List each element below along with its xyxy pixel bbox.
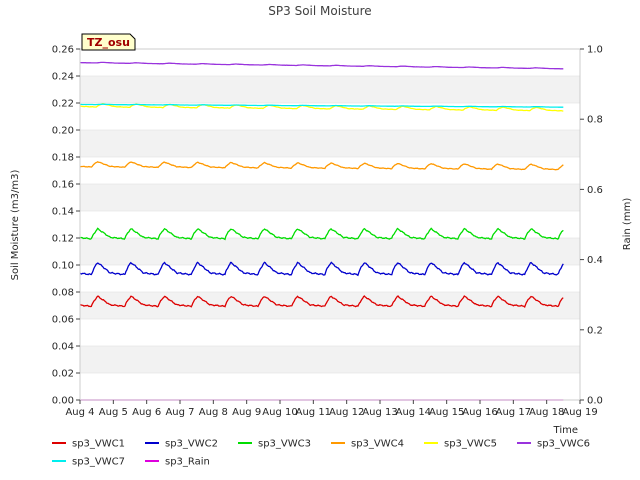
y2-axis-label: Rain (mm)	[622, 198, 633, 251]
grid-band	[80, 211, 580, 238]
y2-tick-label: 0.8	[587, 115, 603, 126]
y-tick-label: 0.22	[52, 99, 74, 110]
plot-frame	[79, 48, 581, 401]
left-axis: 0.00 0.02 0.04 0.06 0.08 0.10 0.12 0.14 0.16 0.18…	[52, 45, 80, 407]
series-line-sp3-vwc2	[79, 261, 564, 277]
chart-title: SP3 Soil Moisture	[268, 4, 371, 18]
y-tick-label: 0.24	[52, 72, 74, 83]
x-axis-label: Time	[553, 425, 578, 436]
series-line-sp3-vwc1	[79, 295, 564, 308]
x-tick-label: Aug 18	[529, 407, 564, 418]
grid-band	[80, 319, 580, 346]
y-tick-label: 0.08	[52, 288, 74, 299]
x-axis: Aug 4 Aug 5 Aug 6 Aug 7 Aug 8 Aug 9 Aug 10Aug …	[65, 400, 598, 418]
series-line-sp3-vwc4	[79, 161, 564, 171]
series-line-sp3-vwc3	[79, 227, 564, 241]
x-tick-label: Aug 13	[362, 407, 397, 418]
x-tick-label: Aug 16	[462, 407, 497, 418]
legend-label: sp3_Rain	[165, 457, 210, 468]
y-tick-label: 0.02	[52, 369, 74, 380]
legend-label: sp3_VWC3	[258, 439, 311, 450]
x-tick-label: Aug 7	[165, 407, 194, 418]
y2-tick-label: 0.2	[587, 325, 603, 336]
x-tick-label: Aug 19	[562, 407, 597, 418]
y-tick-label: 0.16	[52, 180, 74, 191]
grid-band	[80, 49, 580, 76]
x-tick-label: Aug 17	[496, 407, 531, 418]
series-line-sp3-vwc5	[79, 103, 564, 112]
y-tick-label: 0.26	[52, 45, 74, 56]
x-tick-label: Aug 10	[262, 407, 297, 418]
x-tick-label: Aug 14	[396, 407, 431, 418]
legend: sp3_VWC1 sp3_VWC2 sp3_VWC3 sp3_VWC4 sp3_VWC5…	[52, 439, 590, 468]
grid-bands	[80, 48, 580, 401]
y2-tick-label: 0.4	[587, 255, 603, 266]
y-tick-label: 0.00	[52, 396, 74, 407]
y-tick-label: 0.10	[52, 261, 74, 272]
grid-band	[80, 265, 580, 292]
legend-label: sp3_VWC6	[537, 439, 590, 450]
grid-band	[80, 238, 580, 265]
grid-band	[80, 373, 580, 400]
y-tick-label: 0.14	[52, 207, 74, 218]
x-tick-label: Aug 12	[329, 407, 364, 418]
series-line-sp3-vwc7	[80, 103, 564, 108]
x-tick-label: Aug 8	[199, 407, 228, 418]
grid-band	[80, 130, 580, 157]
grid-band	[80, 184, 580, 211]
y-tick-label: 0.12	[52, 234, 74, 245]
y-tick-label: 0.06	[52, 315, 74, 326]
x-tick-label: Aug 11	[296, 407, 331, 418]
y-tick-label: 0.18	[52, 153, 74, 164]
y-tick-label: 0.20	[52, 126, 74, 137]
x-tick-label: Aug 5	[99, 407, 128, 418]
grid-band	[80, 76, 580, 103]
x-tick-label: Aug 15	[429, 407, 464, 418]
y2-tick-label: 1.0	[587, 45, 603, 56]
site-tag: TZ_osu	[81, 33, 136, 51]
legend-label: sp3_VWC4	[351, 439, 404, 450]
y2-tick-label: 0.6	[587, 185, 603, 196]
x-tick-label: Aug 4	[65, 407, 94, 418]
grid-band	[80, 346, 580, 373]
y2-tick-label: 0.0	[587, 396, 603, 407]
x-tick-label: Aug 6	[132, 407, 161, 418]
legend-label: sp3_VWC5	[444, 439, 497, 450]
grid-band	[80, 157, 580, 184]
right-axis: 0.0 0.2 0.4 0.6 0.8 1.0	[580, 45, 603, 407]
y-tick-label: 0.04	[52, 342, 74, 353]
legend-label: sp3_VWC7	[72, 457, 125, 468]
legend-label: sp3_VWC1	[72, 439, 125, 450]
site-tag-box	[81, 33, 136, 51]
y-axis-label: Soil Moisture (m3/m3)	[10, 170, 21, 281]
legend-label: sp3_VWC2	[165, 439, 218, 450]
x-tick-label: Aug 9	[232, 407, 261, 418]
site-tag-text: TZ_osu	[87, 36, 130, 49]
series-line-sp3-vwc6	[80, 61, 564, 70]
